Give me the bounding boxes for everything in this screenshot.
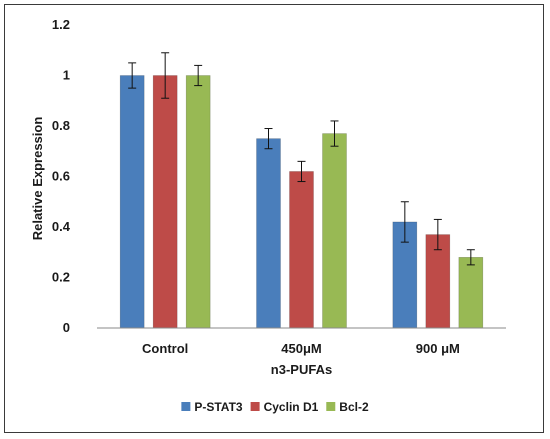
legend-swatch: [181, 402, 191, 411]
legend: P-STAT3 Cyclin D1 Bcl-2: [181, 400, 369, 414]
bar-p-stat3-0: [119, 75, 145, 329]
legend-swatch: [250, 402, 260, 411]
bar-series: [119, 75, 484, 329]
bar-cyclin-d1-1: [289, 171, 314, 329]
error-bars: [128, 52, 475, 266]
x-tick-labels: Control 450μM 900 μM: [142, 341, 460, 356]
legend-swatch: [326, 402, 336, 411]
y-tick-label: 1: [63, 68, 70, 83]
x-axis-title: n3-PUFAs: [271, 362, 332, 377]
bar-bcl-2-2: [458, 256, 484, 329]
y-tick-label: 1.2: [52, 17, 70, 32]
bar-p-stat3-1: [256, 138, 281, 329]
y-tick-label: 0: [63, 320, 70, 335]
bar-bcl-2-0: [185, 75, 211, 329]
y-tick-label: 0.6: [52, 169, 70, 184]
x-tick-label: 900 μM: [416, 341, 460, 356]
y-tick-labels: 0 0.2 0.4 0.6 0.8 1 1.2: [52, 17, 71, 335]
x-tick-label: 450μM: [281, 341, 321, 356]
y-axis-title: Relative Expression: [30, 117, 45, 241]
y-tick-label: 0.2: [52, 270, 70, 285]
x-tick-label: Control: [142, 341, 188, 356]
bar-bcl-2-1: [322, 133, 347, 329]
legend-label: P-STAT3: [194, 400, 243, 414]
legend-label: Cyclin D1: [264, 400, 319, 414]
bar-cyclin-d1-0: [152, 75, 178, 329]
y-tick-label: 0.4: [52, 219, 71, 234]
y-tick-label: 0.8: [52, 118, 70, 133]
legend-label: Bcl-2: [339, 400, 369, 414]
